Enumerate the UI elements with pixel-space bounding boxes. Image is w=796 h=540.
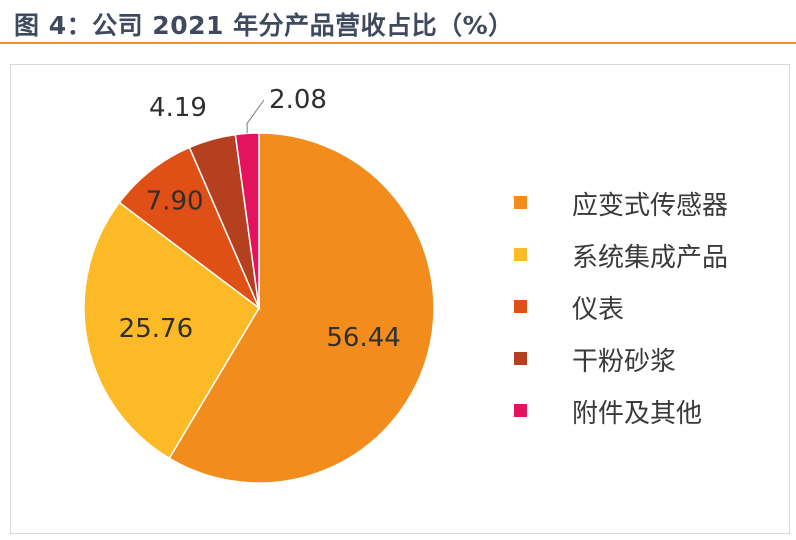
legend-label-instruments: 仪表 [572,295,625,325]
pie-slice-strain-sensor [168,132,435,484]
data-label-instruments: 7.90 [146,187,204,217]
legend-swatch-instruments [514,300,527,313]
legend-label-dry-mortar: 干粉砂浆 [572,347,677,377]
legend-swatch-accessories-other [514,404,527,417]
pie-slice-system-integration [83,201,260,460]
pie-slice-instruments [118,146,261,311]
leader-line-accessories-other [246,99,265,134]
pie-slice-accessories-other [234,132,260,309]
data-label-dry-mortar: 4.19 [149,93,207,123]
data-label-system-integration: 25.76 [119,314,193,344]
legend-label-accessories-other: 附件及其他 [572,399,703,429]
legend-swatch-system-integration [514,248,527,261]
legend-label-system-integration: 系统集成产品 [572,243,729,273]
legend-swatch-dry-mortar [514,352,527,365]
chart-title: 图 4：公司 2021 年分产品营收占比（%） [14,11,514,40]
data-label-accessories-other: 2.08 [269,85,327,115]
legend-swatch-strain-sensor [514,196,527,209]
data-label-strain-sensor: 56.44 [326,323,400,353]
legend-label-strain-sensor: 应变式传感器 [572,191,729,221]
title-bar: 图 4：公司 2021 年分产品营收占比（%） [0,0,796,44]
